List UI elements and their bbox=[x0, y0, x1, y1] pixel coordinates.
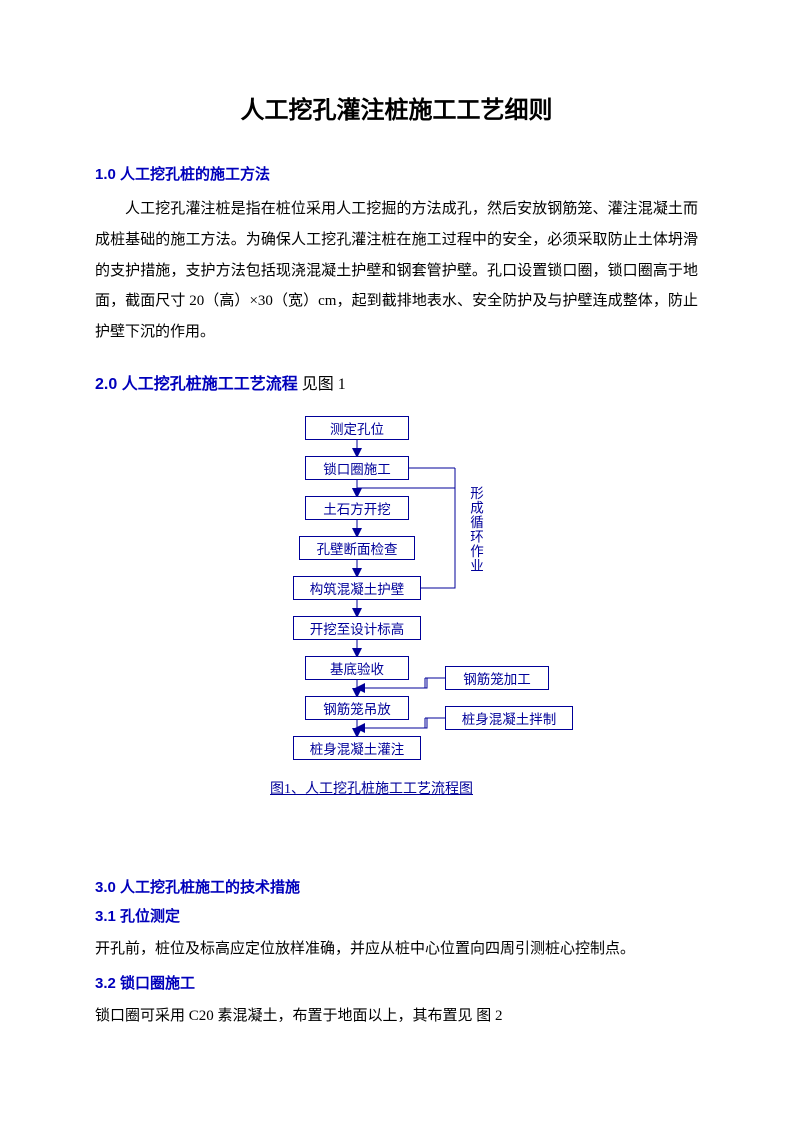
flow-node-n9: 桩身混凝土灌注 bbox=[293, 736, 421, 760]
section3-sub1-body: 开孔前，桩位及标高应定位放样准确，并应从桩中心位置向四周引测桩心控制点。 bbox=[95, 934, 698, 964]
flow-node-n7: 基底验收 bbox=[305, 656, 409, 680]
section2-heading: 2.0 人工挖孔桩施工工艺流程 bbox=[95, 376, 298, 393]
flow-node-n5: 构筑混凝土护壁 bbox=[293, 576, 421, 600]
section1-heading: 1.0 人工挖孔桩的施工方法 bbox=[95, 163, 698, 184]
page-title: 人工挖孔灌注桩施工工艺细则 bbox=[95, 90, 698, 125]
section2-row: 2.0 人工挖孔桩施工工艺流程 见图 1 bbox=[95, 370, 698, 394]
section2-trailing: 见图 1 bbox=[298, 376, 346, 393]
flow-node-n6: 开挖至设计标高 bbox=[293, 616, 421, 640]
flowchart-caption: 图1、人工挖孔桩施工工艺流程图 bbox=[270, 778, 473, 798]
section3-sub2-heading: 3.2 锁口圈施工 bbox=[95, 972, 698, 993]
flow-node-n1: 测定孔位 bbox=[305, 416, 409, 440]
flowchart: 测定孔位锁口圈施工土石方开挖孔壁断面检查构筑混凝土护壁开挖至设计标高基底验收钢筋… bbox=[95, 416, 698, 856]
flow-node-n2: 锁口圈施工 bbox=[305, 456, 409, 480]
section3-sub1-heading: 3.1 孔位测定 bbox=[95, 905, 698, 926]
flow-node-n4: 孔壁断面检查 bbox=[299, 536, 415, 560]
flow-node-n8: 钢筋笼吊放 bbox=[305, 696, 409, 720]
flow-loop-label: 形成循环作业 bbox=[465, 486, 485, 573]
section3-heading: 3.0 人工挖孔桩施工的技术措施 bbox=[95, 876, 698, 897]
flow-node-n3: 土石方开挖 bbox=[305, 496, 409, 520]
flow-node-s1: 钢筋笼加工 bbox=[445, 666, 549, 690]
section1-body: 人工挖孔灌注桩是指在桩位采用人工挖掘的方法成孔，然后安放钢筋笼、灌注混凝土而成桩… bbox=[95, 194, 698, 348]
section3-sub2-body: 锁口圈可采用 C20 素混凝土，布置于地面以上，其布置见 图 2 bbox=[95, 1001, 698, 1031]
flow-node-s2: 桩身混凝土拌制 bbox=[445, 706, 573, 730]
